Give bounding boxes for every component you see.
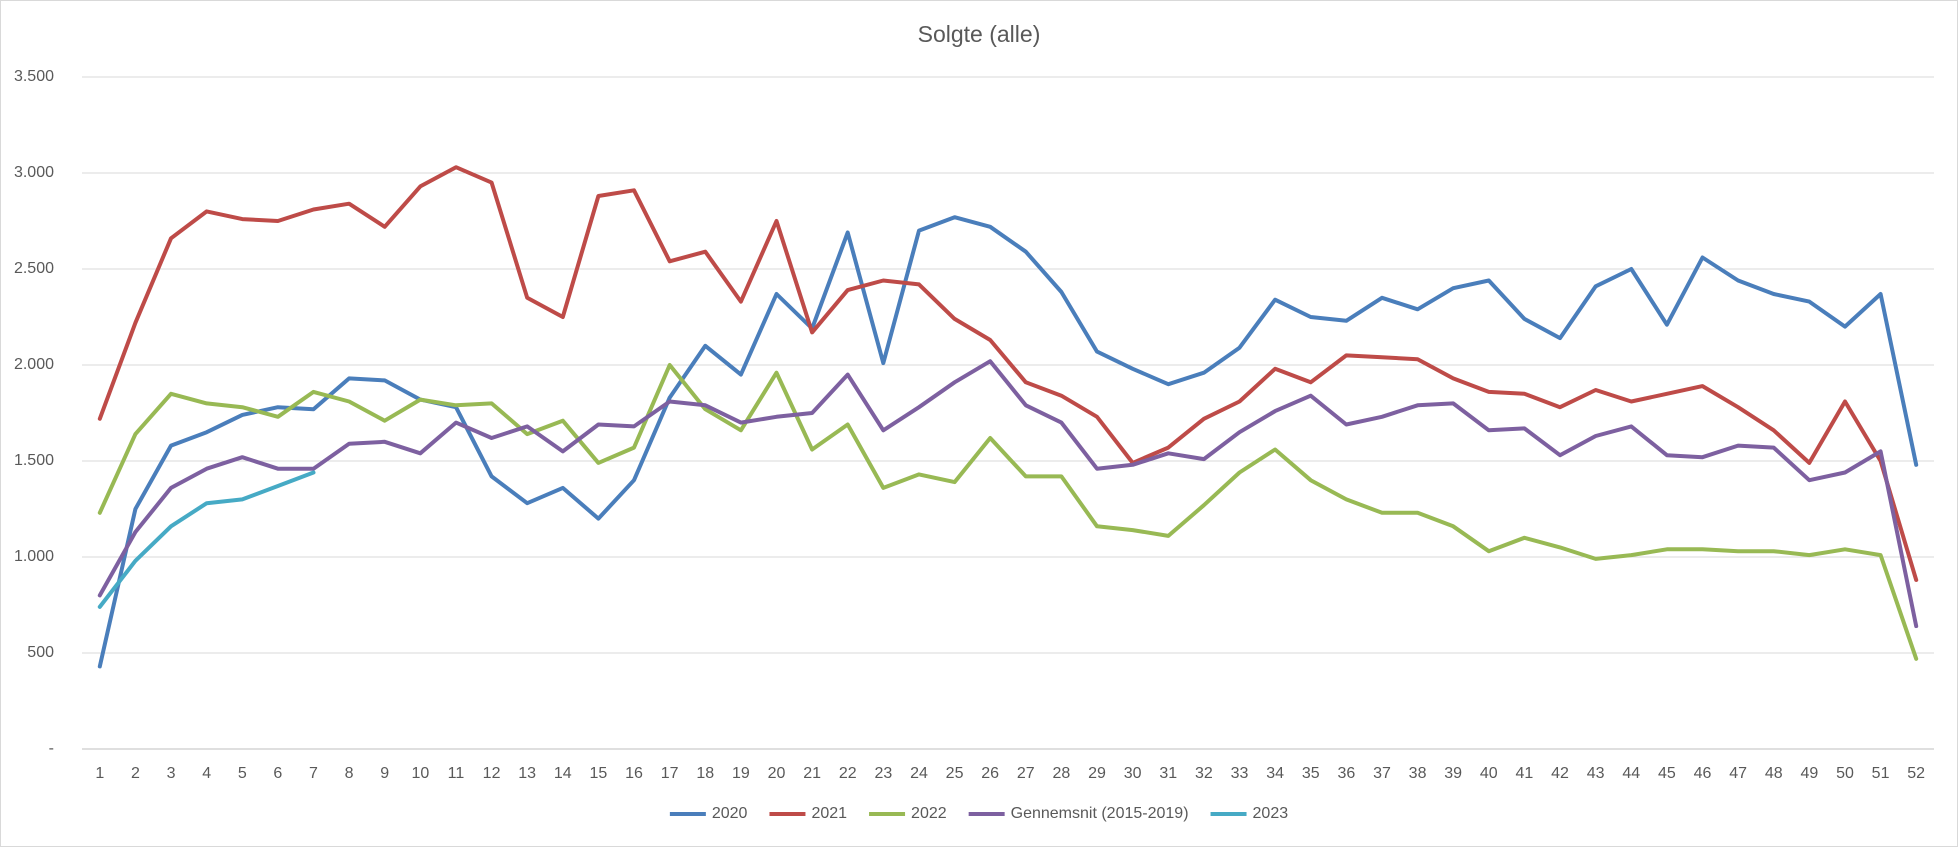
x-tick-label: 37 — [1373, 765, 1391, 782]
x-tick-label: 3 — [167, 765, 176, 782]
x-tick-label: 27 — [1017, 765, 1035, 782]
legend-label: 2021 — [811, 805, 847, 822]
x-tick-label: 33 — [1231, 765, 1249, 782]
series-line — [97, 359, 1919, 629]
x-tick-label: 52 — [1907, 765, 1925, 782]
x-tick-label: 11 — [448, 765, 465, 782]
x-tick-label: 16 — [625, 765, 643, 782]
y-tick-label: 500 — [27, 644, 54, 661]
x-tick-label: 45 — [1658, 765, 1676, 782]
x-tick-label: 23 — [874, 765, 892, 782]
y-tick-label: 2.000 — [14, 356, 54, 373]
x-tick-label: 20 — [768, 765, 786, 782]
x-tick-label: 24 — [910, 765, 928, 782]
y-tick-label: 2.500 — [14, 260, 54, 277]
x-tick-label: 6 — [273, 765, 282, 782]
x-tick-label: 35 — [1302, 765, 1320, 782]
x-tick-label: 21 — [803, 765, 821, 782]
y-tick-label: 1.000 — [14, 548, 54, 565]
x-tick-label: 29 — [1088, 765, 1106, 782]
x-tick-label: 41 — [1516, 765, 1534, 782]
chart-title: Solgte (alle) — [918, 21, 1041, 47]
x-tick-label: 26 — [981, 765, 999, 782]
x-tick-label: 43 — [1587, 765, 1605, 782]
x-tick-label: 31 — [1159, 765, 1177, 782]
legend-label: Gennemsnit (2015-2019) — [1011, 805, 1189, 822]
x-tick-label: 34 — [1266, 765, 1284, 782]
y-tick-label: - — [49, 740, 54, 757]
x-tick-label: 50 — [1836, 765, 1854, 782]
x-tick-label: 28 — [1053, 765, 1071, 782]
x-tick-label: 49 — [1800, 765, 1818, 782]
x-tick-label: 42 — [1551, 765, 1569, 782]
x-tick-label: 51 — [1872, 765, 1890, 782]
x-tick-label: 18 — [696, 765, 714, 782]
x-tick-label: 1 — [95, 765, 104, 782]
y-tick-label: 3.500 — [14, 68, 54, 85]
x-tick-label: 46 — [1694, 765, 1712, 782]
x-tick-label: 5 — [238, 765, 247, 782]
legend-label: 2022 — [911, 805, 947, 822]
series-line — [97, 363, 1919, 661]
x-tick-label: 22 — [839, 765, 857, 782]
legend-label: 2020 — [712, 805, 748, 822]
y-tick-label: 3.000 — [14, 164, 54, 181]
x-tick-label: 4 — [202, 765, 211, 782]
series-line — [97, 470, 316, 609]
x-tick-label: 13 — [518, 765, 536, 782]
x-tick-label: 10 — [411, 765, 429, 782]
series-line — [97, 215, 1919, 669]
x-tick-label: 25 — [946, 765, 964, 782]
x-tick-label: 47 — [1729, 765, 1747, 782]
x-tick-label: 17 — [661, 765, 679, 782]
x-tick-label: 39 — [1444, 765, 1462, 782]
x-tick-label: 48 — [1765, 765, 1783, 782]
x-tick-label: 19 — [732, 765, 750, 782]
y-tick-label: 1.500 — [14, 452, 54, 469]
x-tick-label: 32 — [1195, 765, 1213, 782]
legend-label: 2023 — [1253, 805, 1289, 822]
x-tick-label: 36 — [1337, 765, 1355, 782]
x-tick-label: 38 — [1409, 765, 1427, 782]
x-tick-label: 40 — [1480, 765, 1498, 782]
x-tick-label: 15 — [590, 765, 608, 782]
x-tick-label: 9 — [380, 765, 389, 782]
x-tick-label: 30 — [1124, 765, 1142, 782]
x-tick-label: 44 — [1622, 765, 1640, 782]
x-tick-label: 7 — [309, 765, 318, 782]
x-tick-label: 12 — [483, 765, 501, 782]
series-line — [97, 165, 1919, 582]
x-tick-label: 2 — [131, 765, 140, 782]
x-tick-label: 8 — [345, 765, 354, 782]
x-tick-label: 14 — [554, 765, 572, 782]
